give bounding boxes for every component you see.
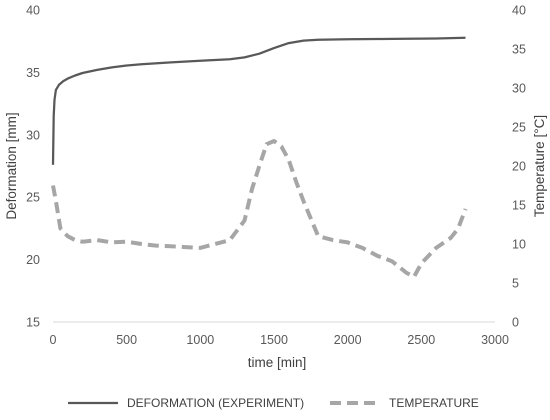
axes: 0 500 1000 1500 2000 2500 3000 15 20 25 30 35 40 0 5 10… <box>4 4 547 371</box>
legend-item-deformation: DEFORMATION (EXPERIMENT) <box>68 396 304 410</box>
y-left-tick-label: 30 <box>26 128 40 142</box>
x-tick-label: 3000 <box>481 333 509 347</box>
legend-label: DEFORMATION (EXPERIMENT) <box>127 396 304 410</box>
y-axis-right-title: Temperature [°C] <box>532 115 547 217</box>
y-right-tick-label: 40 <box>512 4 526 18</box>
series-line-deformation <box>51 36 466 165</box>
x-tick-label: 500 <box>116 333 137 347</box>
y-right-tick-label: 30 <box>512 82 526 96</box>
y-right-tick-label: 15 <box>512 199 526 213</box>
y-right-tick-label: 20 <box>512 160 526 174</box>
x-tick-label: 2000 <box>334 333 362 347</box>
x-tick-label: 2500 <box>407 333 435 347</box>
y-right-tick-label: 35 <box>512 43 526 57</box>
y-left-tick-label: 35 <box>26 66 40 80</box>
x-axis-title: time [min] <box>248 355 307 370</box>
legend-label: TEMPERATURE <box>389 396 479 410</box>
legend: DEFORMATION (EXPERIMENT) TEMPERATURE <box>68 396 479 410</box>
legend-item-temperature: TEMPERATURE <box>330 396 479 410</box>
y-left-tick-label: 25 <box>26 191 40 205</box>
y-right-tick-label: 0 <box>512 316 519 330</box>
y-left-tick-label: 15 <box>26 316 40 330</box>
y-right-tick-label: 10 <box>512 238 526 252</box>
y-right-tick-label: 25 <box>512 121 526 135</box>
series-line-temperature <box>51 139 468 279</box>
y-right-tick-label: 5 <box>512 277 519 291</box>
x-tick-label: 1000 <box>186 333 214 347</box>
y-left-tick-label: 40 <box>26 4 40 18</box>
y-axis-left-title: Deformation [mm] <box>4 112 19 219</box>
plot-area <box>51 36 468 279</box>
y-left-tick-label: 20 <box>26 253 40 267</box>
x-tick-label: 0 <box>50 333 57 347</box>
x-tick-label: 1500 <box>260 333 288 347</box>
